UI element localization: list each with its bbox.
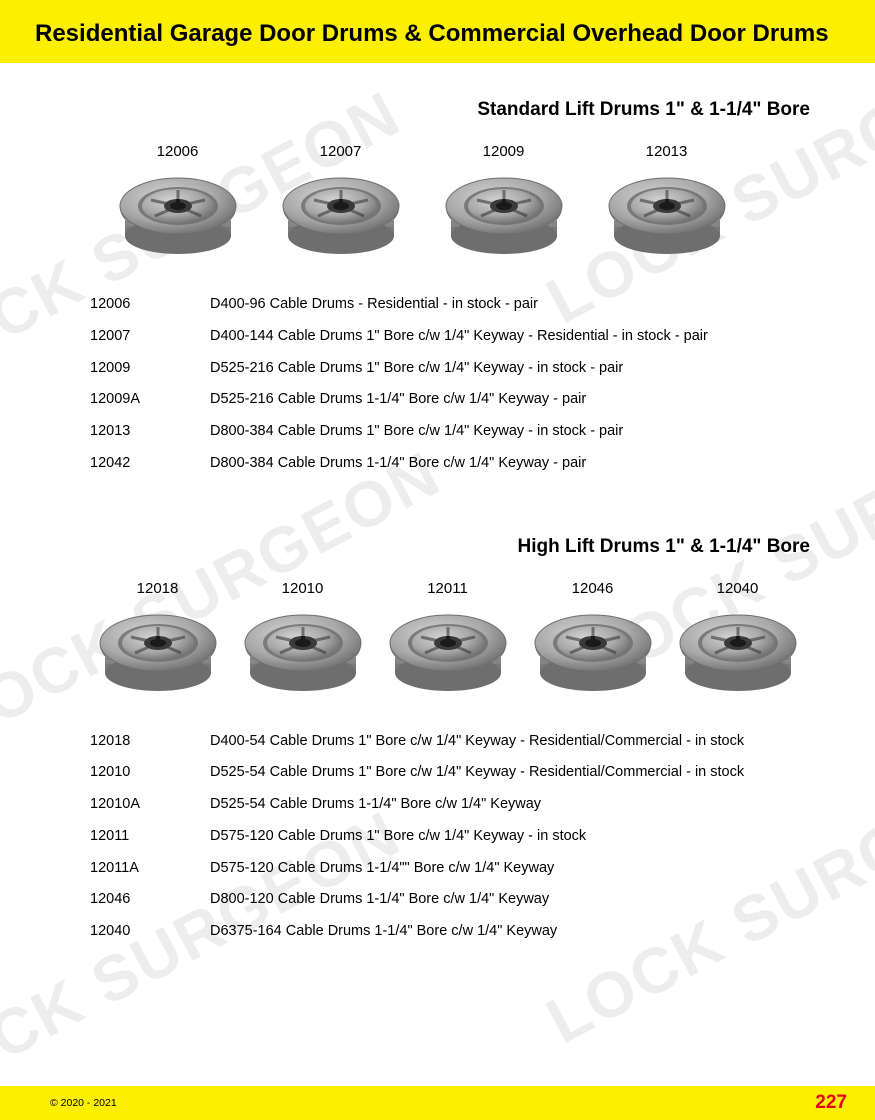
spec-code: 12046 <box>90 889 210 911</box>
spec-code: 12013 <box>90 421 210 443</box>
spec-code: 12009 <box>90 358 210 380</box>
spec-desc: D525-54 Cable Drums 1" Bore c/w 1/4" Key… <box>210 762 840 784</box>
spec-code: 12007 <box>90 326 210 348</box>
s2-spec-row: 12040 D6375-164 Cable Drums 1-1/4" Bore … <box>90 916 840 948</box>
s1-spec-row: 12006 D400-96 Cable Drums - Residential … <box>90 289 840 321</box>
s2-spec-row: 12010A D525-54 Cable Drums 1-1/4" Bore c… <box>90 789 840 821</box>
s2-spec-row: 12046 D800-120 Cable Drums 1-1/4" Bore c… <box>90 884 840 916</box>
spec-desc: D400-96 Cable Drums - Residential - in s… <box>210 294 840 316</box>
drum-icon <box>383 603 513 698</box>
spec-code: 12042 <box>90 453 210 475</box>
drum-icon <box>528 603 658 698</box>
thumb-label: 12010 <box>282 580 324 597</box>
section2-title: High Lift Drums 1" & 1-1/4" Bore <box>35 536 840 558</box>
page-title: Residential Garage Door Drums & Commerci… <box>35 18 840 49</box>
spec-code: 12011A <box>90 858 210 880</box>
s2-thumb: 12011 <box>380 580 515 698</box>
header-bar: Residential Garage Door Drums & Commerci… <box>0 0 875 63</box>
spec-code: 12006 <box>90 294 210 316</box>
s1-spec-row: 12009 D525-216 Cable Drums 1" Bore c/w 1… <box>90 353 840 385</box>
spec-code: 12018 <box>90 731 210 753</box>
drum-icon <box>238 603 368 698</box>
spec-code: 12009A <box>90 389 210 411</box>
thumb-label: 12040 <box>717 580 759 597</box>
s1-spec-row: 12013 D800-384 Cable Drums 1" Bore c/w 1… <box>90 416 840 448</box>
spec-desc: D400-144 Cable Drums 1" Bore c/w 1/4" Ke… <box>210 326 840 348</box>
s1-spec-row: 12042 D800-384 Cable Drums 1-1/4" Bore c… <box>90 448 840 480</box>
spec-desc: D575-120 Cable Drums 1-1/4"" Bore c/w 1/… <box>210 858 840 880</box>
drum-icon <box>673 603 803 698</box>
drum-icon <box>93 603 223 698</box>
s1-thumb: 12007 <box>268 143 413 261</box>
spec-desc: D800-384 Cable Drums 1-1/4" Bore c/w 1/4… <box>210 453 840 475</box>
s2-spec-row: 12018 D400-54 Cable Drums 1" Bore c/w 1/… <box>90 726 840 758</box>
s2-thumb: 12046 <box>525 580 660 698</box>
spec-code: 12040 <box>90 921 210 943</box>
thumb-label: 12007 <box>320 143 362 160</box>
thumb-label: 12018 <box>137 580 179 597</box>
s2-spec-row: 12010 D525-54 Cable Drums 1" Bore c/w 1/… <box>90 757 840 789</box>
spec-desc: D6375-164 Cable Drums 1-1/4" Bore c/w 1/… <box>210 921 840 943</box>
spec-code: 12010 <box>90 762 210 784</box>
spec-code: 12011 <box>90 826 210 848</box>
s2-spec-row: 12011 D575-120 Cable Drums 1" Bore c/w 1… <box>90 821 840 853</box>
copyright: © 2020 - 2021 <box>50 1097 117 1109</box>
spec-desc: D525-216 Cable Drums 1-1/4" Bore c/w 1/4… <box>210 389 840 411</box>
s2-thumb: 12018 <box>90 580 225 698</box>
spec-desc: D800-120 Cable Drums 1-1/4" Bore c/w 1/4… <box>210 889 840 911</box>
drum-icon <box>439 166 569 261</box>
s2-thumb: 12010 <box>235 580 370 698</box>
section1-spec-list: 12006 D400-96 Cable Drums - Residential … <box>35 289 840 480</box>
drum-icon <box>113 166 243 261</box>
thumb-label: 12011 <box>427 580 468 597</box>
s1-thumb: 12006 <box>105 143 250 261</box>
s1-thumb: 12013 <box>594 143 739 261</box>
spec-code: 12010A <box>90 794 210 816</box>
s1-spec-row: 12009A D525-216 Cable Drums 1-1/4" Bore … <box>90 384 840 416</box>
thumb-label: 12046 <box>572 580 614 597</box>
s1-spec-row: 12007 D400-144 Cable Drums 1" Bore c/w 1… <box>90 321 840 353</box>
drum-icon <box>276 166 406 261</box>
s2-thumb: 12040 <box>670 580 805 698</box>
footer-bar: © 2020 - 2021 227 <box>0 1086 875 1120</box>
section1-thumb-row: 12006 <box>35 143 840 261</box>
spec-desc: D400-54 Cable Drums 1" Bore c/w 1/4" Key… <box>210 731 840 753</box>
thumb-label: 12006 <box>157 143 199 160</box>
thumb-label: 12009 <box>483 143 525 160</box>
spec-desc: D575-120 Cable Drums 1" Bore c/w 1/4" Ke… <box>210 826 840 848</box>
spec-desc: D525-216 Cable Drums 1" Bore c/w 1/4" Ke… <box>210 358 840 380</box>
section1-title: Standard Lift Drums 1" & 1-1/4" Bore <box>35 99 840 121</box>
drum-icon <box>602 166 732 261</box>
spec-desc: D525-54 Cable Drums 1-1/4" Bore c/w 1/4"… <box>210 794 840 816</box>
s2-spec-row: 12011A D575-120 Cable Drums 1-1/4"" Bore… <box>90 853 840 885</box>
page-number: 227 <box>815 1092 847 1114</box>
content: Standard Lift Drums 1" & 1-1/4" Bore 120… <box>0 99 875 948</box>
s1-thumb: 12009 <box>431 143 576 261</box>
spec-desc: D800-384 Cable Drums 1" Bore c/w 1/4" Ke… <box>210 421 840 443</box>
section2-thumb-row: 12018 <box>35 580 840 698</box>
section2-spec-list: 12018 D400-54 Cable Drums 1" Bore c/w 1/… <box>35 726 840 948</box>
thumb-label: 12013 <box>646 143 688 160</box>
